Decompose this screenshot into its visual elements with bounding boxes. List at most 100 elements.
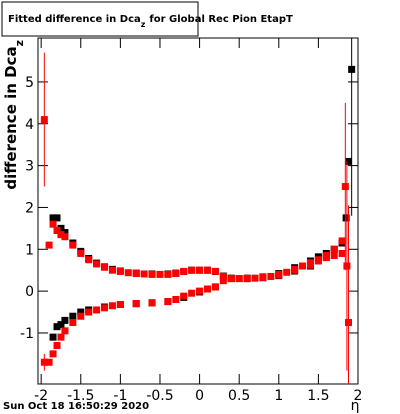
- point: [180, 292, 188, 300]
- y-tick-label: 1: [25, 242, 34, 258]
- point: [211, 283, 219, 291]
- point: [53, 214, 61, 222]
- x-tick-label: -1.5: [67, 388, 94, 404]
- point: [69, 312, 77, 320]
- point: [108, 302, 116, 310]
- point: [101, 263, 109, 271]
- point: [45, 358, 53, 366]
- title-sub: z: [141, 20, 146, 29]
- title-box: [1, 1, 199, 37]
- point: [348, 65, 356, 73]
- point: [61, 233, 69, 241]
- point: [188, 266, 196, 274]
- point: [77, 249, 85, 257]
- x-tick-label: -2: [34, 388, 48, 404]
- point: [140, 270, 148, 278]
- point: [172, 270, 180, 278]
- point: [343, 262, 351, 270]
- chart-title: Fitted difference in Dcaz for Global Rec …: [8, 14, 293, 29]
- y-axis-label: difference in Dcaz: [2, 40, 26, 190]
- point: [219, 272, 227, 280]
- point: [40, 358, 48, 366]
- point: [69, 318, 77, 326]
- point: [219, 277, 227, 285]
- point: [69, 241, 77, 249]
- point: [49, 214, 57, 222]
- point: [322, 252, 330, 260]
- point: [49, 333, 57, 341]
- point: [85, 256, 93, 264]
- point: [85, 308, 93, 316]
- point: [344, 318, 352, 326]
- y-tick-label: 4: [25, 117, 34, 133]
- point: [40, 116, 48, 124]
- point: [132, 270, 140, 278]
- point: [330, 245, 338, 253]
- y-tick-label: 2: [25, 200, 34, 216]
- point: [93, 260, 101, 268]
- point: [53, 342, 61, 350]
- point: [342, 214, 350, 222]
- point: [57, 333, 65, 341]
- point: [116, 301, 124, 309]
- y-label-text: difference in Dca: [2, 46, 20, 189]
- x-tick-label: -0.5: [146, 388, 173, 404]
- point: [61, 327, 69, 335]
- point: [204, 266, 212, 274]
- y-tick-label: 5: [25, 75, 34, 91]
- x-tick-label: 2: [354, 388, 363, 404]
- x-tick-label: 0: [195, 388, 204, 404]
- point: [124, 269, 132, 277]
- plot-frame: [37, 37, 359, 385]
- point: [61, 316, 69, 324]
- point: [235, 275, 243, 283]
- title-tail: for Global Rec Pion EtapT: [149, 14, 293, 25]
- point: [291, 266, 299, 274]
- point: [283, 268, 291, 276]
- point: [211, 267, 219, 275]
- point: [61, 229, 69, 237]
- point: [243, 275, 251, 283]
- point: [49, 220, 57, 228]
- point: [306, 261, 314, 269]
- point: [227, 275, 235, 283]
- point: [259, 273, 267, 281]
- point: [93, 306, 101, 314]
- point: [251, 274, 259, 282]
- point: [53, 323, 61, 331]
- y-tick-label: 3: [25, 159, 34, 175]
- point: [108, 266, 116, 274]
- point: [49, 350, 57, 358]
- y-tick-label: 0: [25, 284, 34, 300]
- point: [101, 304, 109, 312]
- point: [267, 272, 275, 280]
- point: [196, 266, 204, 274]
- y-tick-label: -1: [20, 326, 34, 342]
- point: [132, 300, 140, 308]
- point: [338, 249, 346, 257]
- point: [314, 257, 322, 265]
- title-text: Fitted difference in Dca: [8, 14, 141, 25]
- point: [57, 224, 65, 232]
- x-tick-label: -1: [113, 388, 127, 404]
- point: [148, 299, 156, 307]
- point: [172, 295, 180, 303]
- x-axis-label: η: [351, 398, 360, 414]
- point: [164, 298, 172, 306]
- point: [188, 289, 196, 297]
- point: [77, 312, 85, 320]
- footer-date: Sun Oct 18 16:50:29 2020: [3, 401, 149, 412]
- point: [53, 226, 61, 234]
- point: [344, 157, 352, 165]
- point: [204, 285, 212, 293]
- point: [180, 267, 188, 275]
- point: [330, 252, 338, 260]
- point: [275, 271, 283, 279]
- point: [57, 321, 65, 329]
- point: [156, 270, 164, 278]
- point: [196, 287, 204, 295]
- point: [164, 270, 172, 278]
- point: [57, 231, 65, 239]
- point: [299, 262, 307, 270]
